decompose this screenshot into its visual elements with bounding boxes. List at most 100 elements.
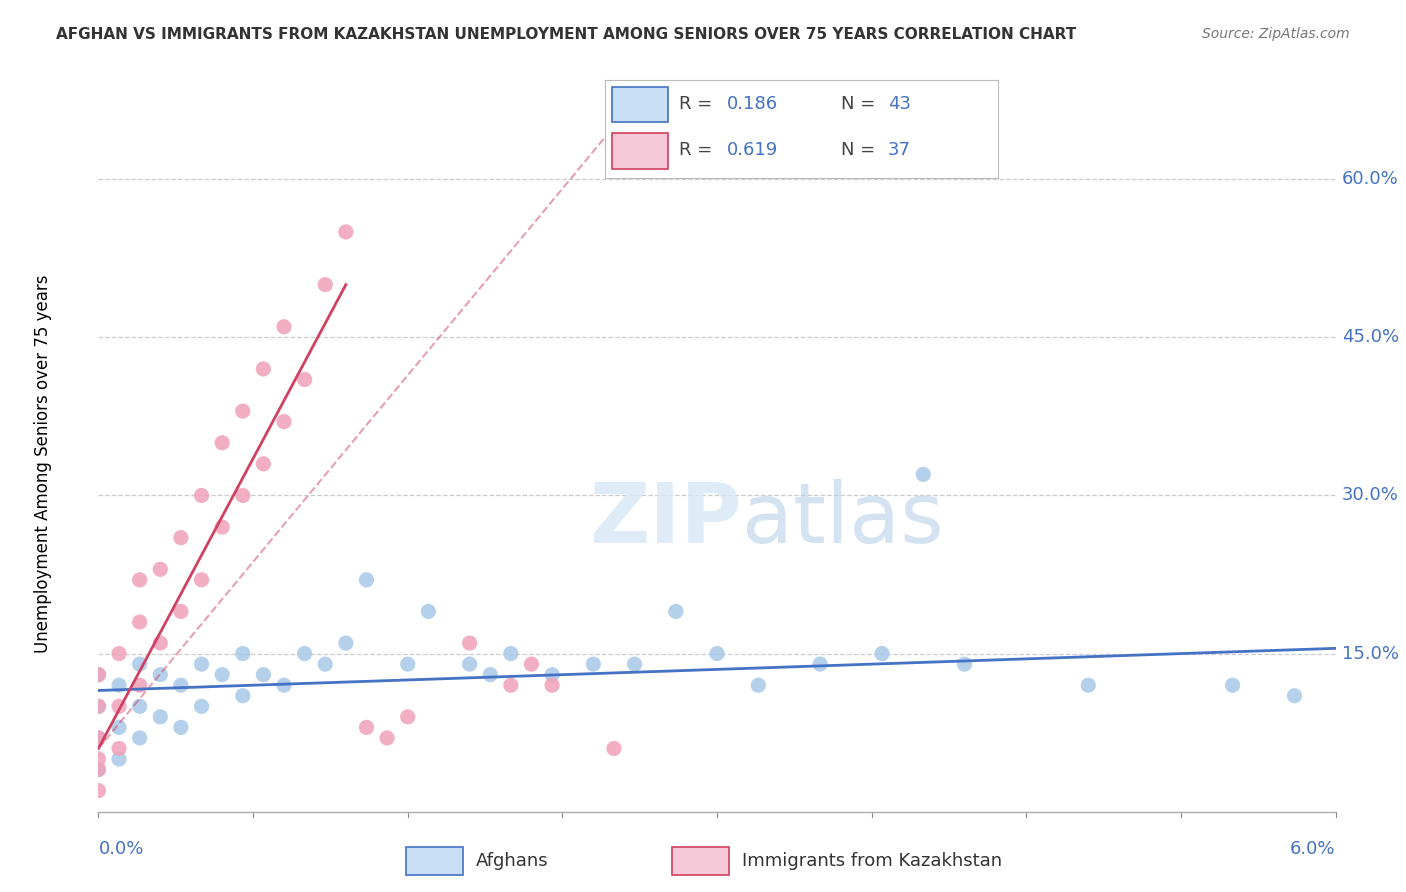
Point <box>128 731 150 745</box>
Point <box>190 573 212 587</box>
Point <box>87 667 110 681</box>
Text: N =: N = <box>841 95 880 112</box>
Text: 45.0%: 45.0% <box>1341 328 1399 346</box>
Point <box>149 636 172 650</box>
Point <box>499 647 522 661</box>
Point <box>108 752 131 766</box>
Point <box>418 604 440 618</box>
Point <box>108 720 131 734</box>
Text: 6.0%: 6.0% <box>1291 839 1336 857</box>
Point <box>108 647 131 661</box>
Point <box>149 667 172 681</box>
Point <box>396 657 419 672</box>
Point <box>808 657 831 672</box>
Point <box>128 615 150 629</box>
Point <box>335 225 357 239</box>
Point <box>603 741 626 756</box>
Text: R =: R = <box>679 95 718 112</box>
Point <box>170 531 193 545</box>
Text: 60.0%: 60.0% <box>1341 170 1399 188</box>
Point <box>211 520 233 534</box>
Point <box>396 710 419 724</box>
Point <box>87 699 110 714</box>
Point <box>375 731 398 745</box>
Point <box>128 573 150 587</box>
Point <box>458 657 481 672</box>
Point <box>108 741 131 756</box>
Point <box>232 488 254 502</box>
Point <box>87 667 110 681</box>
FancyBboxPatch shape <box>672 847 728 875</box>
Point <box>252 362 274 376</box>
Point <box>170 604 193 618</box>
Text: atlas: atlas <box>742 479 943 560</box>
Text: N =: N = <box>841 141 880 159</box>
Point <box>128 657 150 672</box>
Point <box>190 657 212 672</box>
Point <box>232 689 254 703</box>
Point <box>294 647 316 661</box>
Text: Immigrants from Kazakhstan: Immigrants from Kazakhstan <box>742 852 1002 870</box>
Text: 30.0%: 30.0% <box>1341 486 1399 505</box>
Point <box>623 657 645 672</box>
Point <box>273 678 295 692</box>
Point <box>108 699 131 714</box>
Text: AFGHAN VS IMMIGRANTS FROM KAZAKHSTAN UNEMPLOYMENT AMONG SENIORS OVER 75 YEARS CO: AFGHAN VS IMMIGRANTS FROM KAZAKHSTAN UNE… <box>56 27 1077 42</box>
Point <box>232 647 254 661</box>
Point <box>870 647 893 661</box>
Text: Afghans: Afghans <box>475 852 548 870</box>
Point <box>314 277 336 292</box>
Point <box>87 731 110 745</box>
Point <box>520 657 543 672</box>
Point <box>170 720 193 734</box>
Point <box>273 319 295 334</box>
Text: 37: 37 <box>889 141 911 159</box>
Point <box>128 699 150 714</box>
Point <box>1077 678 1099 692</box>
Text: 0.619: 0.619 <box>727 141 778 159</box>
Point <box>912 467 935 482</box>
Text: Unemployment Among Seniors over 75 years: Unemployment Among Seniors over 75 years <box>34 275 52 653</box>
Point <box>273 415 295 429</box>
Point <box>190 488 212 502</box>
Point <box>252 457 274 471</box>
Point <box>149 562 172 576</box>
Point <box>582 657 605 672</box>
Point <box>294 372 316 386</box>
Point <box>87 699 110 714</box>
Point <box>87 731 110 745</box>
Point <box>108 678 131 692</box>
Point <box>170 678 193 692</box>
Point <box>1222 678 1244 692</box>
Point <box>190 699 212 714</box>
FancyBboxPatch shape <box>613 133 668 169</box>
Point <box>953 657 976 672</box>
Text: 0.0%: 0.0% <box>98 839 143 857</box>
Point <box>87 752 110 766</box>
Text: 0.186: 0.186 <box>727 95 778 112</box>
Point <box>211 435 233 450</box>
Point <box>335 636 357 650</box>
Point <box>128 678 150 692</box>
Point <box>252 667 274 681</box>
Point <box>479 667 502 681</box>
Text: Source: ZipAtlas.com: Source: ZipAtlas.com <box>1202 27 1350 41</box>
Point <box>499 678 522 692</box>
Text: ZIP: ZIP <box>589 479 742 560</box>
Point <box>706 647 728 661</box>
Point <box>87 783 110 797</box>
Point <box>1284 689 1306 703</box>
Point <box>541 667 564 681</box>
Point <box>541 678 564 692</box>
Point <box>665 604 688 618</box>
Point <box>87 763 110 777</box>
Text: 43: 43 <box>889 95 911 112</box>
Point <box>356 573 378 587</box>
Text: R =: R = <box>679 141 718 159</box>
Point <box>458 636 481 650</box>
Point <box>356 720 378 734</box>
Point <box>747 678 769 692</box>
Point <box>149 710 172 724</box>
FancyBboxPatch shape <box>613 87 668 122</box>
Point <box>87 763 110 777</box>
